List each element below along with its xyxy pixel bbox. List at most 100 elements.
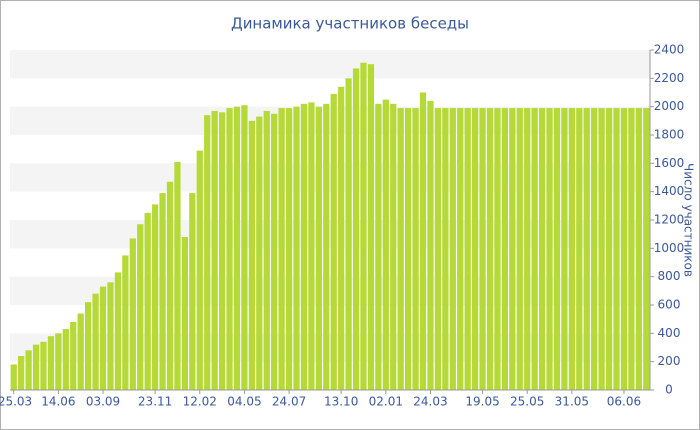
bar [352,68,360,391]
bar [151,204,159,390]
bar [449,108,456,390]
bar [509,108,516,390]
bar [628,108,635,390]
bar [375,103,382,390]
y-axis-label: Число участников [682,163,696,277]
bar [323,103,330,390]
chart-title: Динамика участников беседы [231,15,469,33]
bar [635,108,642,390]
bar [55,333,62,390]
y-tick-label: 200 [658,354,681,368]
x-tick-label: 23.11 [138,395,172,409]
bar [419,92,427,390]
bar [40,341,47,390]
bar [390,103,397,390]
bar [196,150,203,390]
bar [92,293,99,390]
bar [442,108,449,390]
x-tick-label: 12.02 [183,395,217,409]
bar [434,108,442,390]
bar [643,108,650,390]
bar [427,101,434,390]
grid-band [10,50,650,79]
bar [457,108,464,390]
bar [345,78,352,390]
bar [10,364,17,390]
bar [129,238,136,390]
bar [412,108,419,390]
x-tick-label: 04.05 [227,395,261,409]
bar [256,116,263,390]
bar [62,329,69,390]
bar [137,224,144,390]
bar [107,282,114,390]
bar [189,193,196,390]
bar [561,108,568,390]
bar [166,181,174,390]
bar [516,108,523,390]
bar [47,336,55,390]
bar [122,255,129,390]
bar [25,350,32,390]
bar [546,108,553,390]
y-tick-label: 400 [658,326,681,340]
bar [271,113,278,390]
bar [367,64,375,391]
bar [300,103,308,390]
y-tick-label: 2000 [654,99,685,113]
bar [241,105,248,390]
y-tick-label: 1600 [654,156,685,170]
bar [553,108,561,390]
bar [293,106,300,391]
bar [338,86,345,390]
bar [501,108,509,390]
y-tick-label: 1200 [654,213,685,227]
x-tick-label: 03.09 [86,395,120,409]
bar [18,356,25,390]
bar [583,108,590,390]
bar [315,106,322,391]
bar [32,344,40,390]
bar [144,212,151,390]
y-tick-label: 800 [658,269,681,283]
x-tick-label: 02.01 [369,395,403,409]
bar [568,108,575,390]
y-tick-label: 1800 [654,128,685,142]
bar [382,99,389,390]
bar [538,108,546,390]
x-tick-label: 14.06 [41,395,75,409]
bar [330,93,337,391]
bar [226,108,233,390]
bar [479,108,486,390]
bar [576,108,583,390]
bar [471,108,479,390]
bar [360,62,367,390]
x-tick-label: 24.03 [413,395,447,409]
y-tick-label: 2400 [654,43,685,57]
bar [233,106,241,391]
bar [114,272,122,390]
bar [248,120,255,390]
y-tick-label: 0 [665,383,673,397]
bar [211,110,218,391]
bar [405,108,412,390]
bar [77,313,84,390]
x-tick-label: 31.05 [555,395,589,409]
bar [591,108,598,390]
bar [159,193,166,390]
y-tick-label: 1000 [654,241,685,255]
bar [70,322,77,390]
y-tick-label: 1400 [654,184,685,198]
bar [524,108,531,390]
x-tick-label: 25.05 [510,395,544,409]
bar [174,161,181,390]
bar [464,108,471,390]
bar [263,110,270,391]
bar [204,115,211,391]
bar [218,112,226,390]
x-tick-label: 24.07 [272,395,306,409]
bar [285,108,293,390]
bar [605,108,613,390]
